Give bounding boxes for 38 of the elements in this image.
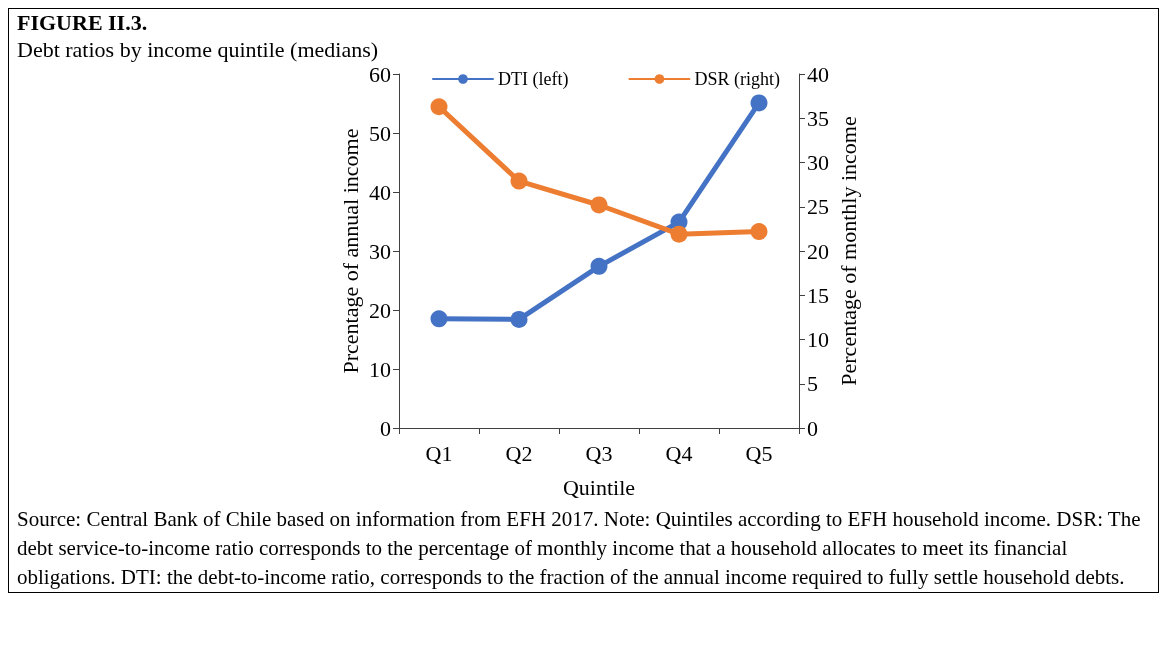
y-tick-label: 50 [369,120,391,146]
y-tick-label: 60 [369,61,391,87]
y-tick-label: 20 [369,297,391,323]
y2-tick-label: 40 [807,61,829,87]
y2-tick-label: 35 [807,105,829,131]
y2-tick-label: 0 [807,415,818,441]
y2-tick-label: 30 [807,150,829,175]
text: Debt ratios by income quintile (medians) [17,36,380,63]
legend-label: DSR (right) [694,69,780,90]
source-note: Source: Central Bank of Chile based on information from EFH 2017. Note: Quintiles according to EFH household income. DSR: The debt service-to-income ratio corresponds to the percentage of monthly income that a household allocates to meet its financial obligations. DTI: the debt-to-income ratio, corresponds to the fraction of the annual income required to fully settle household debts. [17,506,1142,591]
x-tick-label: Q2 [505,440,533,466]
point [750,223,768,241]
y2-tick-label: 5 [807,371,818,397]
point [430,98,448,116]
y-tick-label: 10 [369,356,391,382]
text: FIGURE II.3. [17,9,149,36]
y2-tick-label: 15 [807,282,829,308]
y2-tick-label: 25 [807,194,829,220]
point [590,257,608,275]
y2-tick-label: 10 [807,327,829,352]
point [590,196,608,214]
point [670,225,688,243]
x-axis-title: Quintile [562,474,636,500]
y2-tick-label: 20 [807,238,829,264]
point [510,310,528,328]
y2-axis-title: Percentage of monthly income [835,116,861,386]
legend-label: DTI (left) [498,69,569,90]
x-tick-label: Q1 [425,440,453,466]
y-tick-label: 30 [369,238,391,264]
y-axis-title: Prcentage of annual income [337,128,363,374]
x-tick-label: Q4 [665,440,693,466]
y-tick-label: 40 [369,179,391,205]
point [430,310,448,328]
point [510,172,528,190]
y-tick-label: 0 [380,415,391,441]
point [750,94,768,112]
x-tick-label: Q5 [745,440,773,466]
x-tick-label: Q3 [585,440,613,466]
